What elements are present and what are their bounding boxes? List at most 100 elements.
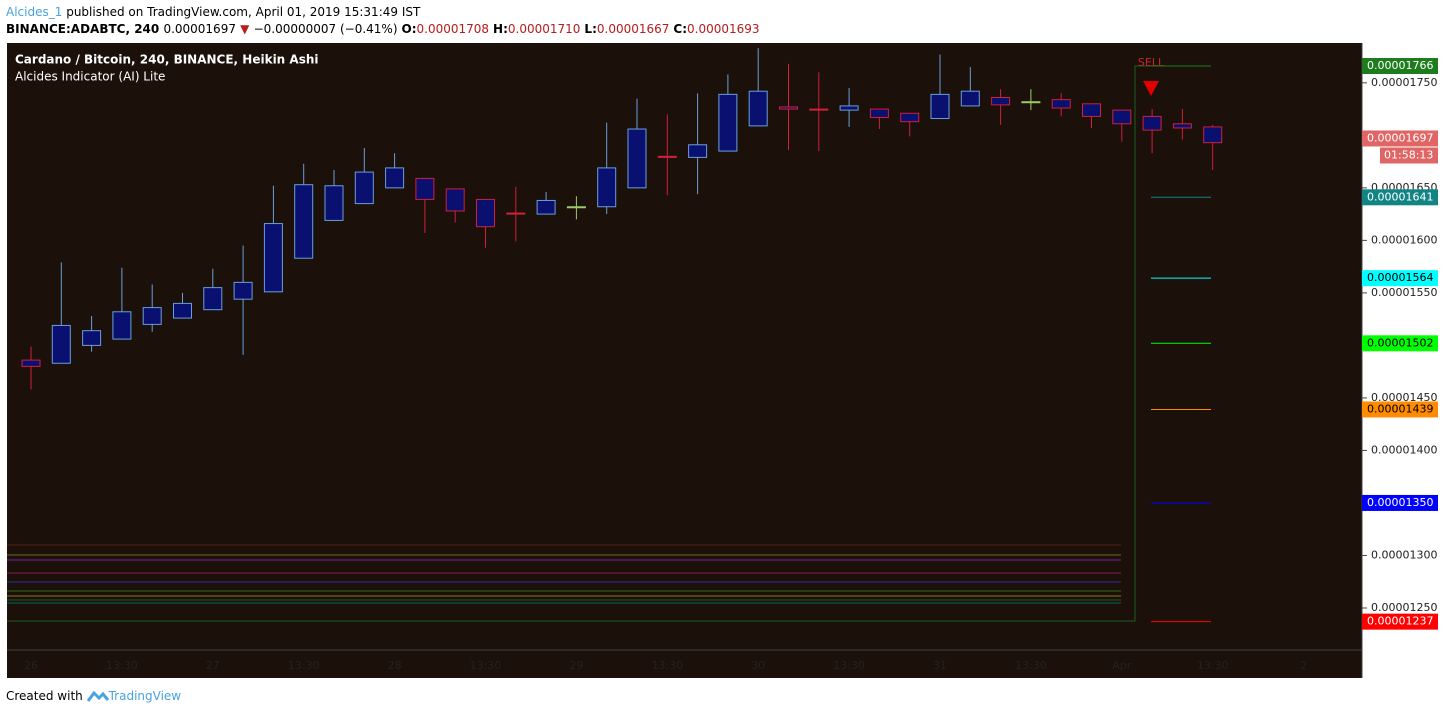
legend-indicator: Alcides Indicator (AI) Lite — [15, 70, 165, 84]
candle-body — [203, 287, 223, 311]
candle-body — [173, 302, 192, 319]
candle-body — [142, 307, 162, 325]
signal-label: SELL — [1138, 56, 1165, 69]
candle-body — [566, 206, 586, 209]
level-tag — [1362, 401, 1438, 418]
candle-body — [51, 324, 71, 364]
ohlc-label: H: — [493, 22, 508, 36]
candle-body — [869, 108, 889, 118]
quote-line: BINANCE:ADABTC, 240 0.00001697 ▼ −0.0000… — [6, 21, 764, 38]
x-tick-label: 31 — [933, 659, 947, 672]
candle-body — [324, 185, 344, 221]
x-tick-label: 13:30 — [651, 659, 683, 672]
ohlc-label: O: — [401, 22, 417, 36]
candle-body — [1082, 103, 1101, 117]
y-tick-label: 0.00001750 — [1371, 76, 1437, 89]
brand[interactable]: TradingView — [108, 689, 182, 703]
candle-body — [112, 311, 132, 340]
level-label: 0.00001439 — [1367, 402, 1433, 415]
publish-line: Alcides_1 published on TradingView.com, … — [6, 4, 764, 21]
level-label: 0.00001564 — [1367, 271, 1433, 284]
change: −0.00000007 (−0.41%) — [253, 22, 398, 36]
candle-body — [718, 93, 738, 152]
x-tick-label: 13:30 — [1015, 659, 1047, 672]
y-tick-label: 0.00001550 — [1371, 286, 1437, 299]
level-label: 0.00001502 — [1367, 336, 1433, 349]
x-tick-label: 30 — [751, 659, 765, 672]
symbol: BINANCE:ADABTC, 240 — [6, 22, 160, 36]
level-label: 0.00001766 — [1367, 59, 1433, 72]
candle-body — [900, 112, 920, 123]
legend-title: Cardano / Bitcoin, 240, BINANCE, Heikin … — [15, 53, 319, 67]
candle-body — [1203, 126, 1223, 144]
candle-body — [779, 106, 798, 110]
candle-body — [960, 90, 980, 107]
candle-body — [809, 108, 829, 111]
ohlc-label: L: — [584, 22, 597, 36]
level-tag — [1362, 335, 1438, 352]
author[interactable]: Alcides_1 — [6, 5, 63, 19]
level-tag — [1362, 189, 1438, 206]
logo — [86, 690, 109, 702]
footer-text: Created with — [6, 689, 83, 703]
x-tick-label: 13:30 — [106, 659, 138, 672]
candle-body — [839, 105, 859, 111]
candle-body — [930, 93, 950, 120]
candle-body — [1172, 123, 1192, 129]
x-tick-label: 13:30 — [1197, 659, 1229, 672]
x-tick-label: 26 — [24, 659, 38, 672]
footer: Created with TradingView — [6, 689, 181, 703]
candle-body — [597, 167, 617, 208]
ohlc-label: C: — [673, 22, 688, 36]
candle-body — [1021, 101, 1041, 104]
candle-body — [233, 281, 253, 300]
candle-body — [82, 330, 102, 346]
candle-body — [263, 223, 283, 293]
x-tick-label: 27 — [206, 659, 220, 672]
x-tick-label: 28 — [388, 659, 402, 672]
y-tick-label: 0.00001600 — [1371, 233, 1437, 246]
candle-body — [354, 171, 374, 205]
x-tick-label: 13:30 — [470, 659, 502, 672]
level-label: 0.00001350 — [1367, 496, 1433, 509]
last-price-label: 0.00001697 — [1367, 131, 1433, 144]
ohlc-value: 0.00001693 — [687, 22, 760, 36]
candle-body — [657, 155, 677, 158]
arrow: ▼ — [240, 22, 250, 36]
candle-body — [476, 198, 495, 228]
y-tick-label: 0.00001450 — [1371, 391, 1437, 404]
level-tag — [1362, 613, 1438, 630]
plot-bg — [7, 43, 1362, 678]
candle-body — [506, 212, 526, 215]
level-label: 0.00001237 — [1367, 615, 1433, 628]
candle-body — [991, 97, 1011, 106]
y-tick-label: 0.00001250 — [1371, 601, 1437, 614]
level-tag — [1362, 270, 1438, 287]
candle-body — [415, 177, 435, 200]
last-price-tag — [1362, 130, 1438, 147]
candle-body — [294, 184, 314, 259]
candle-body — [1051, 99, 1071, 109]
x-tick-label: 29 — [569, 659, 583, 672]
published: published on TradingView.com, April 01, … — [66, 5, 421, 19]
ohlc-value: 0.00001708 — [416, 22, 490, 36]
countdown: 01:58:13 — [1384, 148, 1433, 161]
candle-body — [1142, 115, 1162, 131]
candle-body — [536, 199, 556, 215]
ohlc-value: 0.00001710 — [507, 22, 581, 36]
candle-body — [1112, 109, 1132, 125]
candle-body — [21, 359, 41, 367]
x-tick-label: Apr — [1112, 659, 1132, 672]
x-tick-label: 2 — [1300, 659, 1307, 672]
x-tick-label: 13:30 — [833, 659, 865, 672]
y-tick-label: 0.00001300 — [1371, 548, 1437, 561]
header: Alcides_1 published on TradingView.com, … — [6, 4, 764, 38]
candle-body — [748, 90, 768, 127]
countdown-tag — [1380, 147, 1438, 164]
chart: Cardano / Bitcoin, 240, BINANCE, Heikin … — [7, 43, 1444, 678]
signal-marker — [1143, 81, 1159, 96]
x-tick-label: 13:30 — [288, 659, 320, 672]
level-tag — [1362, 58, 1438, 75]
candle-body — [688, 144, 708, 158]
